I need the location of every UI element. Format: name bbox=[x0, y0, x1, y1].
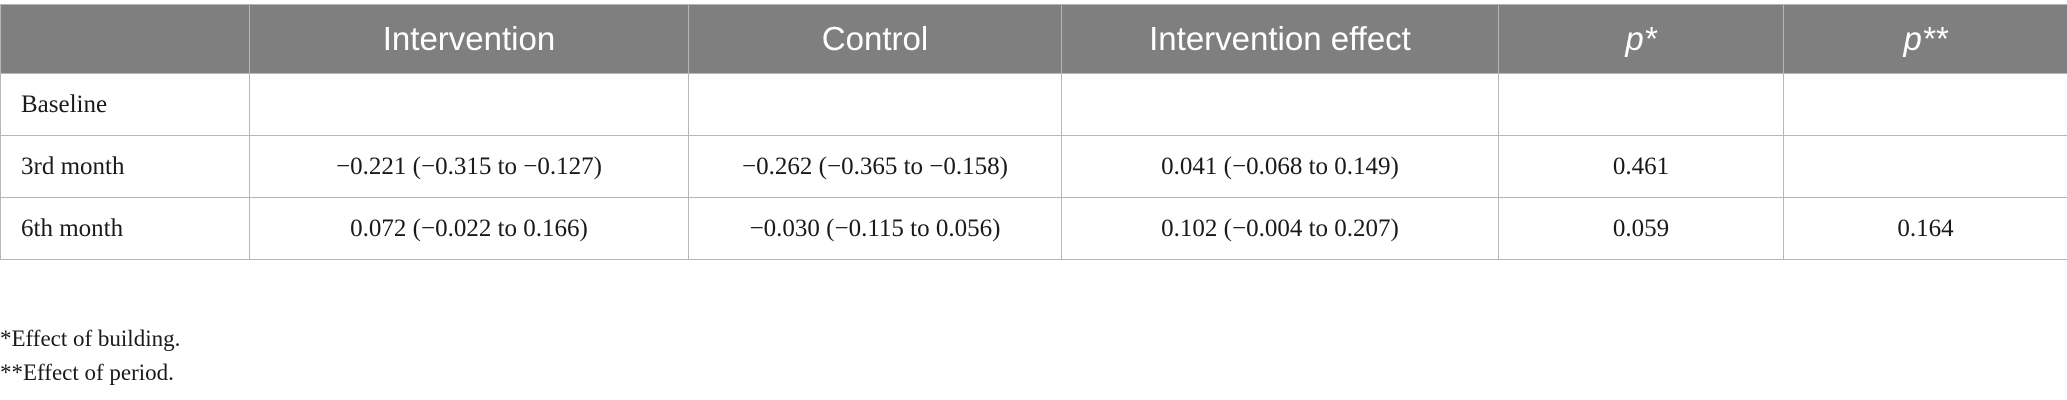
cell-p-period bbox=[1783, 135, 2067, 198]
header-empty bbox=[0, 4, 250, 74]
cell-control: −0.262 (−0.365 to −0.158) bbox=[688, 135, 1062, 198]
cell-intervention-effect bbox=[1061, 73, 1499, 136]
cell-p-period: 0.164 bbox=[1783, 197, 2067, 260]
row-label: 6th month bbox=[0, 197, 250, 260]
header-intervention-effect: Intervention effect bbox=[1061, 4, 1499, 74]
table-header-row: Intervention Control Intervention effect… bbox=[0, 4, 2067, 74]
footnote-period: **Effect of period. bbox=[0, 360, 174, 385]
footnote-building: *Effect of building. bbox=[0, 326, 181, 351]
cell-p-period bbox=[1783, 73, 2067, 136]
header-p-period: p** bbox=[1783, 4, 2067, 74]
cell-intervention-effect: 0.102 (−0.004 to 0.207) bbox=[1061, 197, 1499, 260]
header-intervention: Intervention bbox=[249, 4, 689, 74]
cell-intervention: 0.072 (−0.022 to 0.166) bbox=[249, 197, 689, 260]
footnotes: *Effect of building. **Effect of period. bbox=[0, 322, 180, 390]
header-p-building: p* bbox=[1498, 4, 1784, 74]
header-control: Control bbox=[688, 4, 1062, 74]
cell-intervention-effect: 0.041 (−0.068 to 0.149) bbox=[1061, 135, 1499, 198]
row-label: Baseline bbox=[0, 73, 250, 136]
table-row-6th-month: 6th month 0.072 (−0.022 to 0.166) −0.030… bbox=[0, 197, 2067, 260]
cell-control: −0.030 (−0.115 to 0.056) bbox=[688, 197, 1062, 260]
cell-p-building bbox=[1498, 73, 1784, 136]
results-table: Intervention Control Intervention effect… bbox=[0, 4, 2067, 260]
cell-p-building: 0.461 bbox=[1498, 135, 1784, 198]
table-row-baseline: Baseline bbox=[0, 73, 2067, 136]
results-table-container: Intervention Control Intervention effect… bbox=[0, 4, 2067, 260]
table-row-3rd-month: 3rd month −0.221 (−0.315 to −0.127) −0.2… bbox=[0, 135, 2067, 198]
cell-intervention: −0.221 (−0.315 to −0.127) bbox=[249, 135, 689, 198]
cell-p-building: 0.059 bbox=[1498, 197, 1784, 260]
cell-control bbox=[688, 73, 1062, 136]
row-label: 3rd month bbox=[0, 135, 250, 198]
cell-intervention bbox=[249, 73, 689, 136]
